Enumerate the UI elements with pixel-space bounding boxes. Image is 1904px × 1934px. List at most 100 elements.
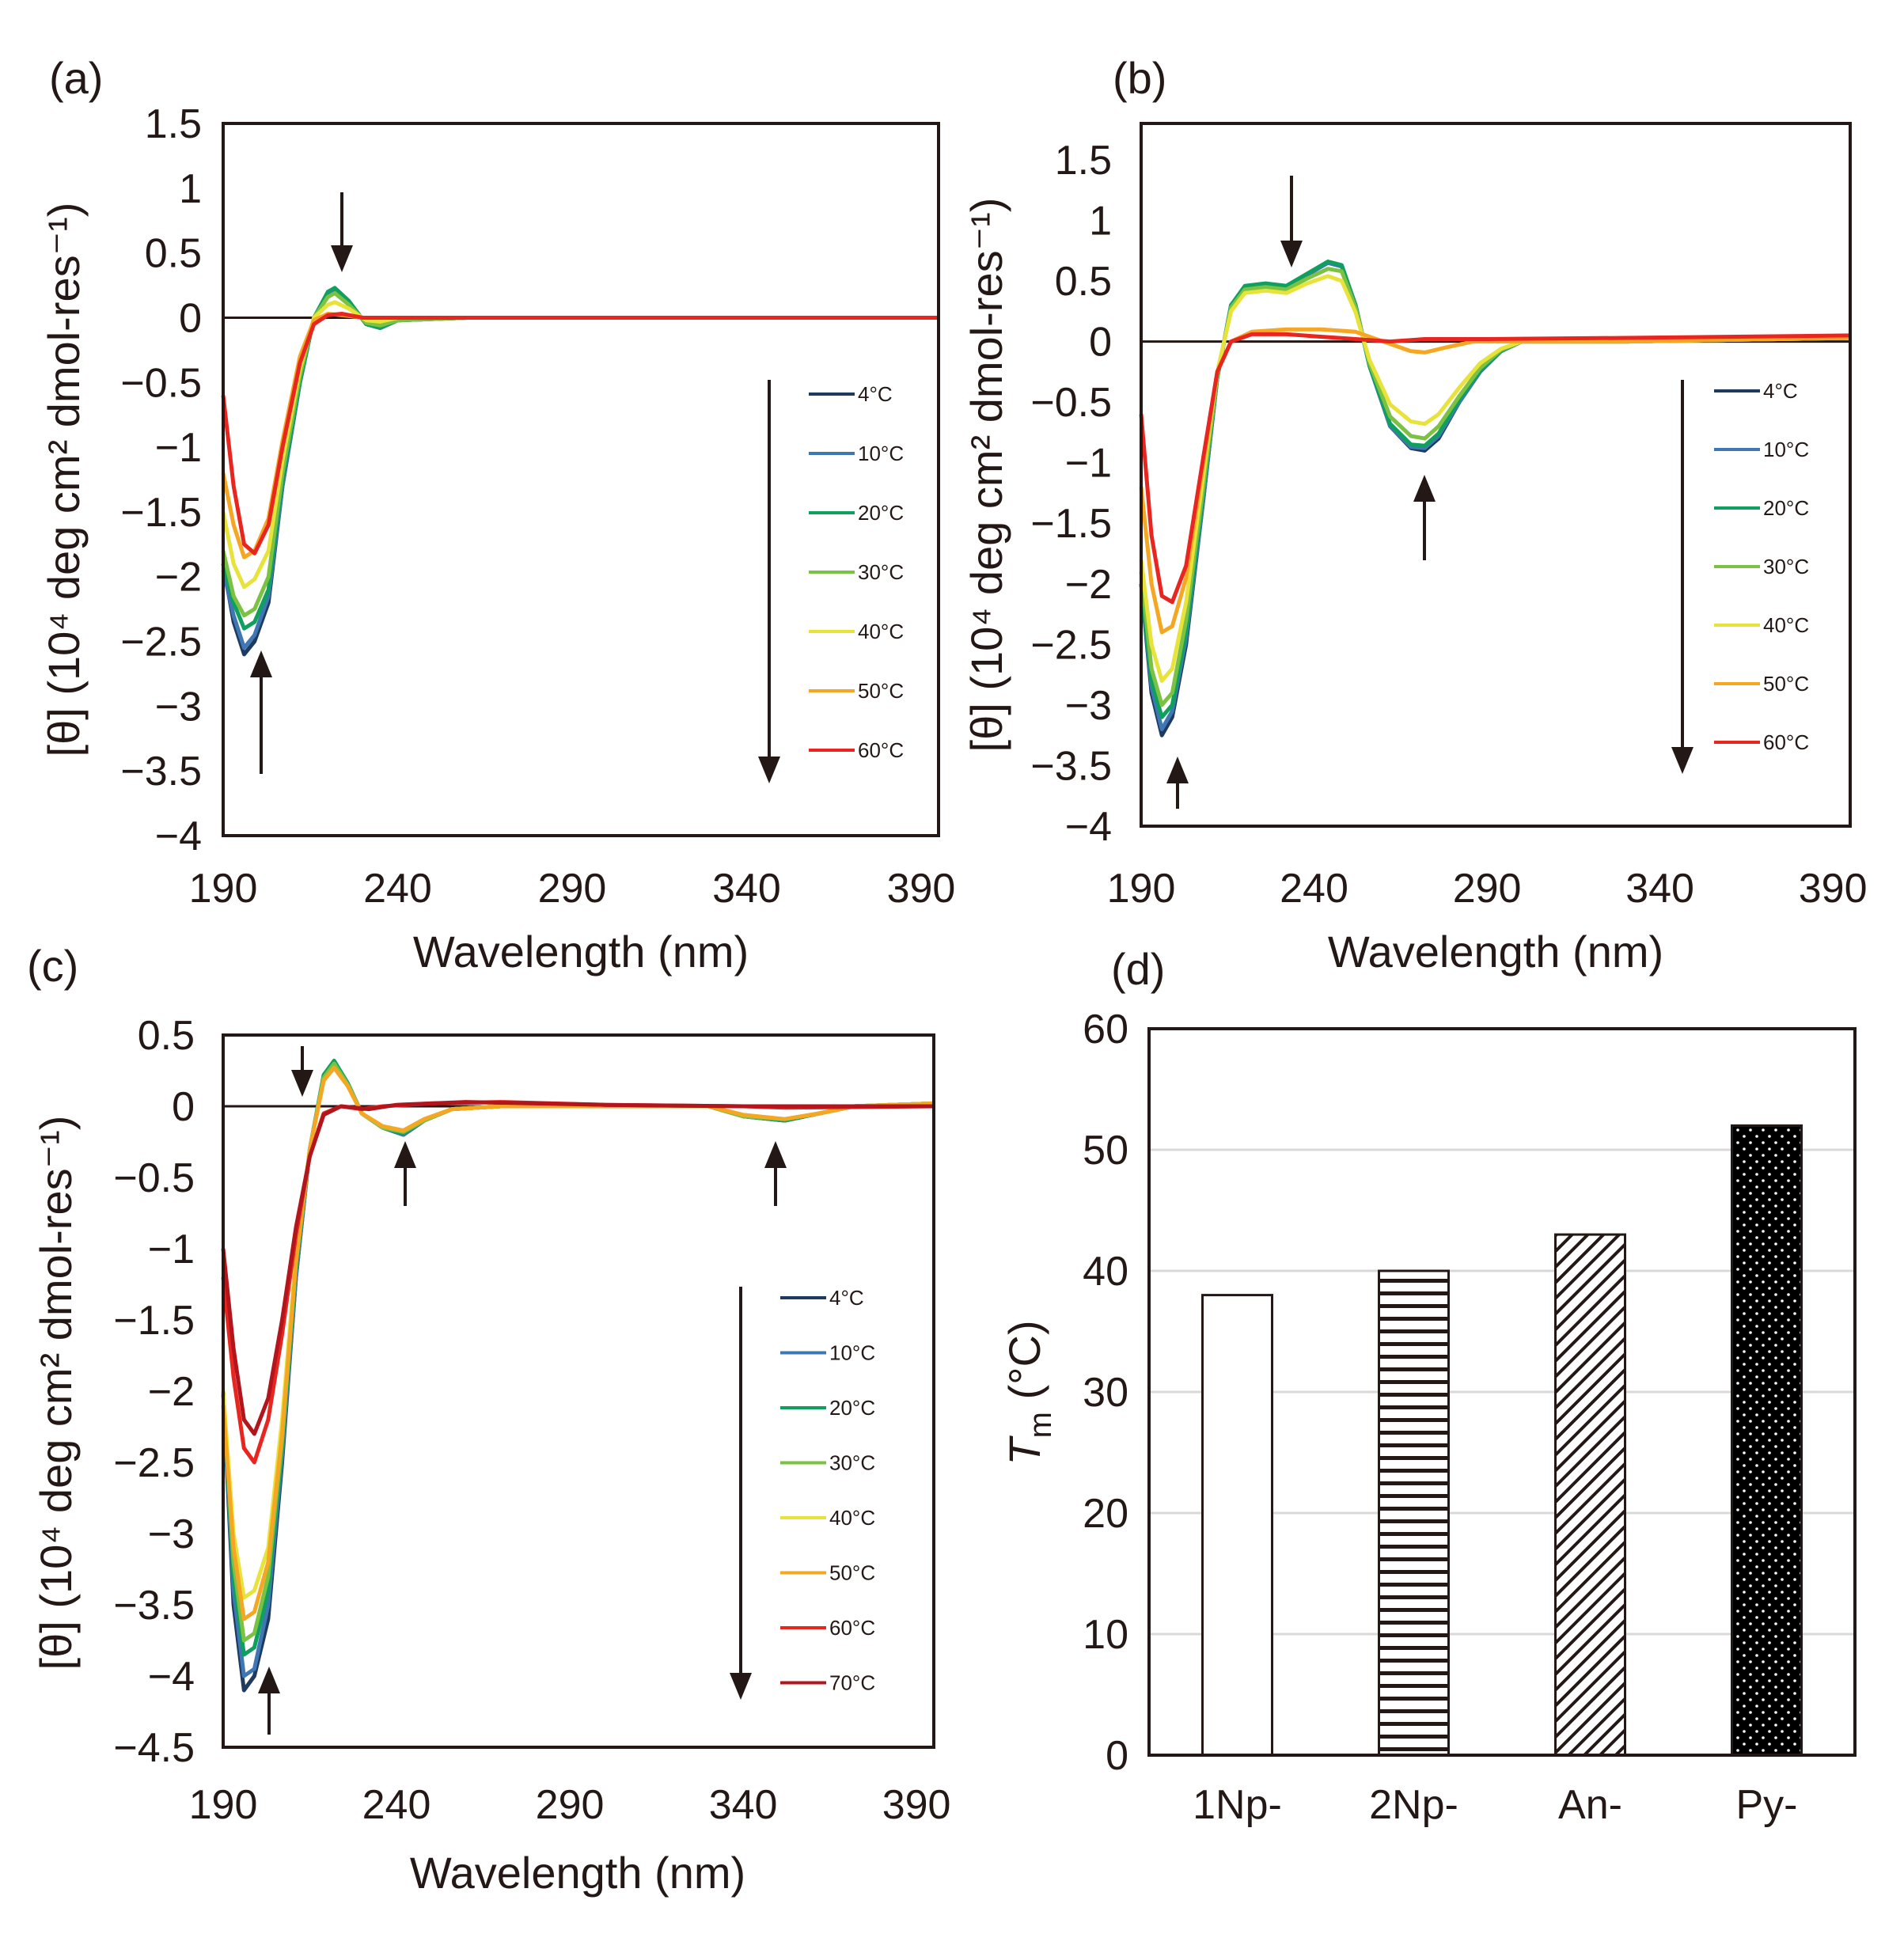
y-tick-label: 0.5	[1055, 259, 1112, 305]
y-axis-title: [θ] (10⁴ deg cm² dmol-res⁻¹)	[39, 203, 89, 757]
y-tick-label: 1	[1089, 198, 1112, 244]
y-tick-label: −2.5	[1030, 622, 1112, 668]
y-tick-label: −3	[148, 1511, 195, 1557]
legend-label: 40°C	[1763, 613, 1809, 637]
series-line-2	[221, 1058, 935, 1657]
x-axis-title: Wavelength (nm)	[1328, 927, 1663, 976]
series-line-4	[221, 300, 939, 590]
x-tick-label: 290	[1453, 866, 1522, 912]
y-tick-label: −3.5	[113, 1583, 195, 1629]
series-line-0	[221, 287, 939, 657]
legend-label: 60°C	[1763, 730, 1809, 754]
y-tick-label: −1.5	[113, 1298, 195, 1344]
series-line-2	[1139, 260, 1851, 719]
y-tick-label: −4	[155, 813, 202, 859]
y-axis-title-subscript: m	[1023, 1412, 1058, 1438]
y-tick-label: −2	[148, 1369, 195, 1415]
change-arrow-1-head	[394, 1141, 416, 1168]
y-tick-label: −0.5	[113, 1155, 195, 1201]
legend-label: 4°C	[858, 382, 893, 406]
y-tick-label: 30	[1083, 1370, 1128, 1416]
y-tick-label: −1	[148, 1227, 195, 1272]
y-tick-label: −2	[1065, 562, 1112, 608]
y-tick-label: 0.5	[138, 1013, 195, 1059]
y-tick-label: −3.5	[120, 749, 202, 794]
legend-label: 30°C	[829, 1451, 875, 1475]
x-tick-label: 240	[363, 866, 432, 912]
legend-label: 50°C	[858, 679, 904, 703]
plot-frame	[1147, 1027, 1857, 1757]
x-axis-title: Wavelength (nm)	[413, 927, 749, 976]
bar-2np	[1378, 1269, 1450, 1757]
x-category-label: An-	[1558, 1782, 1622, 1828]
series-line-4	[1139, 274, 1851, 683]
y-tick-label: 40	[1083, 1249, 1128, 1295]
plot-frame	[222, 122, 940, 837]
series-line-5	[1139, 327, 1851, 635]
y-tick-label: −4	[148, 1654, 195, 1700]
legend-label: 10°C	[829, 1341, 875, 1365]
x-tick-label: 340	[709, 1782, 778, 1828]
x-category-label: 1Np-	[1193, 1782, 1282, 1828]
x-tick-label: 240	[1280, 866, 1348, 912]
legend-label: 70°C	[829, 1671, 875, 1695]
y-tick-label: −0.5	[1030, 380, 1112, 426]
series-line-3	[1139, 267, 1851, 707]
y-tick-label: −4.5	[113, 1725, 195, 1771]
x-tick-label: 390	[1799, 866, 1868, 912]
legend-label: 30°C	[858, 560, 904, 584]
x-axis-title: Wavelength (nm)	[410, 1848, 745, 1898]
x-tick-label: 190	[189, 866, 258, 912]
panel-label: (a)	[49, 53, 103, 103]
legend-label: 20°C	[1763, 496, 1809, 520]
y-axis-title: Tm (°C)	[999, 1320, 1058, 1465]
y-tick-label: −3	[1065, 683, 1112, 729]
x-tick-label: 290	[538, 866, 607, 912]
y-axis-title: [θ] (10⁴ deg cm² dmol-res⁻¹)	[31, 1116, 81, 1670]
bar-an	[1554, 1233, 1626, 1757]
series-line-0	[221, 1061, 935, 1693]
y-tick-label: −4	[1065, 804, 1112, 850]
y-tick-label: −0.5	[120, 360, 202, 406]
y-tick-label: −3	[155, 684, 202, 730]
change-arrow-2-head	[1166, 757, 1189, 783]
x-tick-label: 390	[887, 866, 956, 912]
series-line-5	[221, 312, 939, 559]
y-tick-label: −1	[155, 425, 202, 471]
x-category-label: Py-	[1736, 1782, 1798, 1828]
y-tick-label: 0	[172, 1084, 195, 1130]
panel-label: (c)	[27, 941, 78, 991]
y-tick-label: 1.5	[145, 101, 202, 147]
y-tick-label: 0.5	[145, 231, 202, 277]
series-line-4	[221, 1065, 935, 1600]
x-tick-label: 190	[189, 1782, 258, 1828]
y-tick-label: −2.5	[113, 1440, 195, 1486]
y-tick-label: 50	[1083, 1128, 1128, 1174]
bar-py	[1731, 1124, 1803, 1757]
x-category-label: 2Np-	[1369, 1782, 1458, 1828]
legend-label: 40°C	[829, 1506, 875, 1530]
plot-frame	[1140, 122, 1852, 828]
y-tick-label: 10	[1083, 1612, 1128, 1658]
y-tick-label: 1	[179, 166, 202, 212]
legend-label: 20°C	[829, 1396, 875, 1420]
change-arrow-0-head	[1280, 241, 1303, 267]
x-tick-label: 290	[536, 1782, 605, 1828]
legend-label: 60°C	[858, 738, 904, 762]
y-tick-label: 1.5	[1055, 138, 1112, 184]
series-line-7	[221, 1100, 934, 1436]
series-line-6	[1139, 332, 1851, 605]
y-tick-label: 20	[1083, 1491, 1128, 1537]
panel-label: (d)	[1111, 944, 1165, 994]
legend-label: 4°C	[1763, 379, 1798, 403]
series-line-3	[221, 1061, 935, 1643]
x-tick-label: 240	[362, 1782, 431, 1828]
y-tick-label: −2.5	[120, 620, 202, 666]
x-tick-label: 340	[1625, 866, 1694, 912]
series-line-2	[221, 286, 939, 631]
y-tick-label: −1	[1065, 441, 1112, 487]
panel-d-tm-bar-chart: (d) 0 10 20 30 40 50 60 1Np- 2Np- An- Py- Tm (°C)	[999, 944, 1857, 1828]
temperature-trend-arrow-head	[758, 757, 780, 783]
legend-label: 50°C	[1763, 672, 1809, 696]
